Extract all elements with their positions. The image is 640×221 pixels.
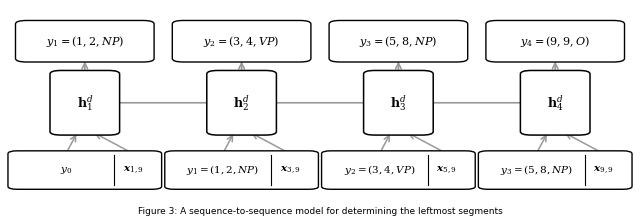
FancyBboxPatch shape [8,151,162,189]
Text: $y_1 = (1,2,NP)$: $y_1 = (1,2,NP)$ [186,163,259,177]
Text: $y_3 = (5,8,NP)$: $y_3 = (5,8,NP)$ [360,34,437,49]
FancyBboxPatch shape [364,70,433,135]
Text: $y_0$: $y_0$ [60,165,72,175]
Text: $\boldsymbol{x}_{3,9}$: $\boldsymbol{x}_{3,9}$ [280,165,301,175]
FancyBboxPatch shape [15,21,154,62]
Text: $y_1 = (1,2,NP)$: $y_1 = (1,2,NP)$ [46,34,124,49]
Text: $\mathbf{h}_4^d$: $\mathbf{h}_4^d$ [547,93,563,112]
Text: $\boldsymbol{x}_{5,9}$: $\boldsymbol{x}_{5,9}$ [436,165,458,175]
Text: $y_4 = (9,9,O)$: $y_4 = (9,9,O)$ [520,34,590,49]
Text: $\mathbf{h}_3^d$: $\mathbf{h}_3^d$ [390,93,406,112]
FancyBboxPatch shape [207,70,276,135]
FancyBboxPatch shape [321,151,476,189]
FancyBboxPatch shape [520,70,590,135]
Text: $y_2 = (3,4,VP)$: $y_2 = (3,4,VP)$ [344,163,415,177]
FancyBboxPatch shape [329,21,468,62]
Text: $\mathbf{h}_2^d$: $\mathbf{h}_2^d$ [234,93,250,112]
FancyBboxPatch shape [478,151,632,189]
Text: $\boldsymbol{x}_{1,9}$: $\boldsymbol{x}_{1,9}$ [123,165,144,175]
FancyBboxPatch shape [172,21,311,62]
FancyBboxPatch shape [50,70,120,135]
Text: $\mathbf{h}_1^d$: $\mathbf{h}_1^d$ [77,93,93,112]
Text: $y_2 = (3,4,VP)$: $y_2 = (3,4,VP)$ [204,34,280,49]
Text: Figure 3: A sequence-to-sequence model for determining the leftmost segments: Figure 3: A sequence-to-sequence model f… [138,207,502,216]
FancyBboxPatch shape [486,21,625,62]
Text: $\boldsymbol{x}_{9,9}$: $\boldsymbol{x}_{9,9}$ [593,165,614,175]
Text: $y_3 = (5,8,NP)$: $y_3 = (5,8,NP)$ [500,163,573,177]
FancyBboxPatch shape [164,151,319,189]
